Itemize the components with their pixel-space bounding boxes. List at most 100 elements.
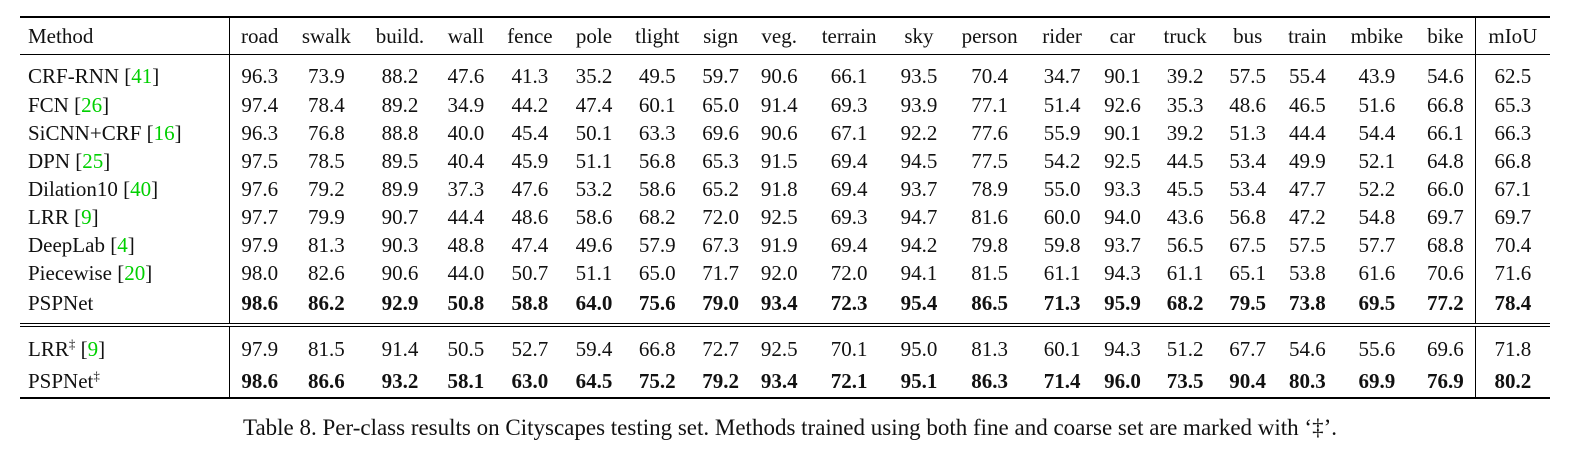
citation-link[interactable]: 16: [153, 120, 175, 145]
method-cell: CRF-RNN [41]: [20, 54, 230, 91]
score-cell: 65.0: [702, 92, 739, 117]
score-cell: 79.2: [691, 365, 750, 399]
method-name: PSPNet: [28, 290, 94, 315]
score-cell: 61.6: [1358, 260, 1396, 285]
table-row: PSPNet 98.6 86.2 92.9 50.8 58.8 64.0 75.6 79.0 93…: [20, 287, 1550, 327]
method-cell: LRR‡ [9]: [20, 325, 230, 365]
method-name: SiCNN+CRF: [28, 120, 142, 145]
score-cell: 95.4: [889, 287, 949, 327]
score-cell: 60.0: [1043, 204, 1081, 229]
score-cell: 82.6: [308, 260, 345, 285]
score-cell: 93.3: [1104, 176, 1141, 201]
score-cell: 71.6: [1494, 260, 1532, 285]
score-cell: 90.3: [381, 232, 419, 257]
score-cell: 58.6: [575, 204, 613, 229]
score-cell: 47.7: [1288, 176, 1326, 201]
score-cell: 54.2: [1043, 148, 1081, 173]
citation-link[interactable]: 26: [81, 92, 103, 117]
score-cell: 72.0: [830, 260, 868, 285]
score-cell: 66.8: [1416, 91, 1476, 119]
score-cell: 97.9: [241, 232, 279, 257]
score-cell: 80.2: [1475, 365, 1550, 399]
score-cell: 86.2: [289, 287, 364, 327]
score-cell: 70.4: [1494, 232, 1532, 257]
score-cell: 40.0: [447, 120, 485, 145]
column-header-swalk: swalk: [289, 16, 364, 55]
table-row: DeepLab [4] 97.9 81.3 90.3 48.8 47.4 49.6 57.9 6…: [20, 231, 1550, 259]
score-cell: 34.9: [447, 92, 485, 117]
score-cell: 50.7: [511, 260, 549, 285]
score-cell: 44.2: [511, 92, 549, 117]
citation-link[interactable]: 25: [82, 148, 104, 173]
score-cell: 51.6: [1358, 92, 1396, 117]
column-header-build: build.: [363, 16, 437, 55]
score-cell: 52.1: [1358, 148, 1396, 173]
score-cell: 58.6: [638, 176, 676, 201]
score-cell: 45.4: [511, 120, 549, 145]
score-cell: 92.5: [760, 204, 798, 229]
score-cell: 97.5: [241, 148, 279, 173]
score-cell: 35.2: [575, 63, 613, 88]
citation-link[interactable]: 4: [117, 232, 128, 257]
column-header-veg: veg.: [749, 16, 809, 55]
score-cell: 98.6: [229, 287, 290, 327]
score-cell: 57.9: [638, 232, 676, 257]
method-cell: Dilation10 [40]: [20, 175, 230, 203]
column-header-car: car: [1093, 16, 1152, 55]
score-cell: 61.1: [1166, 260, 1204, 285]
citation-link[interactable]: 40: [130, 176, 152, 201]
citation-link[interactable]: 20: [124, 260, 146, 285]
score-cell: 65.3: [1494, 92, 1532, 117]
score-cell: 90.4: [1218, 365, 1277, 399]
score-cell: 98.0: [241, 260, 279, 285]
score-cell: 93.7: [1104, 232, 1141, 257]
column-header-miou: mIoU: [1475, 16, 1550, 55]
score-cell: 48.8: [447, 232, 485, 257]
column-header-person: person: [948, 16, 1031, 55]
score-cell: 72.7: [702, 336, 739, 361]
citation-link[interactable]: 9: [81, 204, 92, 229]
score-cell: 78.5: [308, 148, 345, 173]
table-row: CRF-RNN [41] 96.3 73.9 88.2 47.6 41.3 35.2 49.5…: [20, 54, 1550, 91]
score-cell: 93.4: [749, 287, 809, 327]
score-cell: 69.3: [830, 204, 868, 229]
score-cell: 69.5: [1337, 287, 1417, 327]
score-cell: 94.0: [1104, 204, 1141, 229]
score-cell: 71.7: [702, 260, 739, 285]
score-cell: 79.0: [691, 287, 750, 327]
score-cell: 47.4: [575, 92, 613, 117]
score-cell: 69.9: [1337, 365, 1417, 399]
score-cell: 69.4: [830, 148, 868, 173]
score-cell: 90.1: [1104, 63, 1141, 88]
citation-link[interactable]: 9: [87, 336, 99, 361]
table-row: LRR‡ [9] 97.9 81.5 91.4 50.5 52.7 59.4 66.8 72.7…: [20, 325, 1550, 365]
citation-link[interactable]: 41: [131, 63, 153, 88]
score-cell: 67.1: [830, 120, 868, 145]
score-cell: 44.0: [447, 260, 485, 285]
score-cell: 52.2: [1358, 176, 1396, 201]
score-cell: 65.1: [1229, 260, 1267, 285]
score-cell: 43.9: [1358, 63, 1396, 88]
score-cell: 34.7: [1043, 63, 1081, 88]
score-cell: 97.4: [241, 92, 279, 117]
column-header-wall: wall: [436, 16, 496, 55]
score-cell: 81.5: [308, 336, 345, 361]
score-cell: 90.7: [381, 204, 419, 229]
score-cell: 92.6: [1104, 92, 1141, 117]
method-cell: PSPNet: [20, 287, 230, 327]
score-cell: 49.6: [575, 232, 613, 257]
score-cell: 46.5: [1288, 92, 1326, 117]
score-cell: 70.6: [1416, 259, 1476, 287]
score-cell: 79.8: [971, 232, 1008, 257]
column-header-truck: truck: [1151, 16, 1219, 55]
score-cell: 91.9: [760, 232, 798, 257]
score-cell: 67.5: [1229, 232, 1267, 257]
score-cell: 80.3: [1276, 365, 1338, 399]
score-cell: 49.5: [638, 63, 676, 88]
score-cell: 64.8: [1416, 147, 1476, 175]
score-cell: 94.7: [900, 204, 938, 229]
score-cell: 53.2: [575, 176, 613, 201]
score-cell: 72.0: [702, 204, 739, 229]
method-cell: DPN [25]: [20, 147, 230, 175]
column-header-tlight: tlight: [623, 16, 692, 55]
